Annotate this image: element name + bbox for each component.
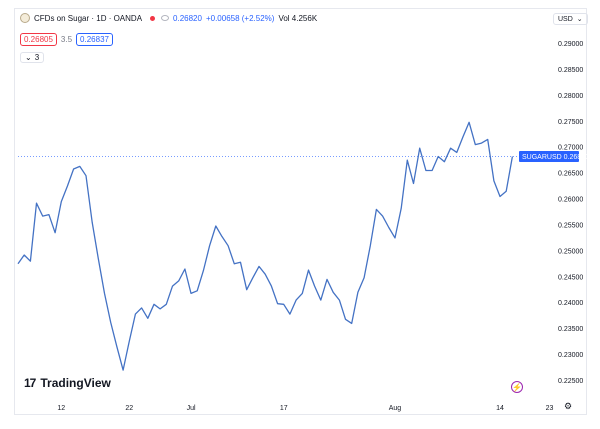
last-value-label-bg bbox=[519, 151, 579, 163]
y-tick-label: 0.22500 bbox=[558, 378, 583, 385]
y-tick-label: 0.25500 bbox=[558, 222, 583, 229]
tradingview-brand[interactable]: 17 TradingView bbox=[24, 376, 111, 390]
x-tick-label: 23 bbox=[546, 405, 554, 412]
brand-name: TradingView bbox=[40, 376, 111, 390]
y-tick-label: 0.25000 bbox=[558, 248, 583, 255]
y-tick-label: 0.23500 bbox=[558, 326, 583, 333]
y-tick-label: 0.29000 bbox=[558, 41, 583, 48]
y-tick-label: 0.28000 bbox=[558, 93, 583, 100]
bid-button[interactable]: 0.26805 bbox=[20, 33, 57, 46]
last-value-label: SUGARUSD 0.26820 bbox=[522, 154, 589, 161]
x-tick-label: 22 bbox=[125, 405, 133, 412]
y-tick-label: 0.26500 bbox=[558, 171, 583, 178]
y-tick-label: 0.28500 bbox=[558, 67, 583, 74]
currency-label: USD bbox=[558, 15, 573, 23]
eye-icon[interactable] bbox=[161, 15, 170, 21]
bid-ask-panel: 0.26805 3.5 0.26837 bbox=[20, 33, 113, 46]
spread: 3.5 bbox=[60, 35, 73, 44]
chart-legend: CFDs on Sugar · 1D · OANDA 0.26820 +0.00… bbox=[20, 13, 317, 23]
bolt-icon[interactable]: ⚡ bbox=[511, 381, 523, 393]
ask-button[interactable]: 0.26837 bbox=[76, 33, 113, 46]
y-tick-label: 0.27500 bbox=[558, 119, 583, 126]
chart-frame bbox=[14, 8, 587, 415]
y-tick-label: 0.23000 bbox=[558, 352, 583, 359]
symbol-title[interactable]: CFDs on Sugar · 1D · OANDA bbox=[34, 13, 143, 23]
x-tick-label: Aug bbox=[389, 405, 402, 412]
indicator-count: 3 bbox=[34, 53, 40, 62]
tradingview-logo-icon: 17 bbox=[24, 376, 36, 390]
y-tick-label: 0.26000 bbox=[558, 197, 583, 204]
y-tick-label: 0.27000 bbox=[558, 145, 583, 152]
chevron-down-icon: ⌄ bbox=[25, 53, 32, 62]
currency-select[interactable]: USD ⌄ bbox=[553, 13, 588, 25]
sugar-symbol-icon bbox=[20, 13, 30, 23]
price-change: +0.00658 (+2.52%) bbox=[205, 13, 275, 23]
y-tick-label: 0.24000 bbox=[558, 300, 583, 307]
market-status-icon bbox=[150, 15, 156, 21]
indicators-collapse-button[interactable]: ⌄ 3 bbox=[20, 52, 45, 63]
x-tick-label: Jul bbox=[187, 405, 196, 412]
y-tick-label: 0.24500 bbox=[558, 274, 583, 281]
series-line-sugarusd bbox=[17, 121, 514, 371]
volume: Vol 4.256K bbox=[278, 13, 318, 23]
x-tick-label: 12 bbox=[57, 405, 65, 412]
x-tick-label: 17 bbox=[280, 405, 288, 412]
chevron-down-icon: ⌄ bbox=[576, 16, 583, 23]
last-price: 0.26820 bbox=[173, 13, 202, 23]
x-tick-label: 14 bbox=[496, 405, 504, 412]
gear-icon[interactable]: ⚙ bbox=[564, 401, 573, 411]
